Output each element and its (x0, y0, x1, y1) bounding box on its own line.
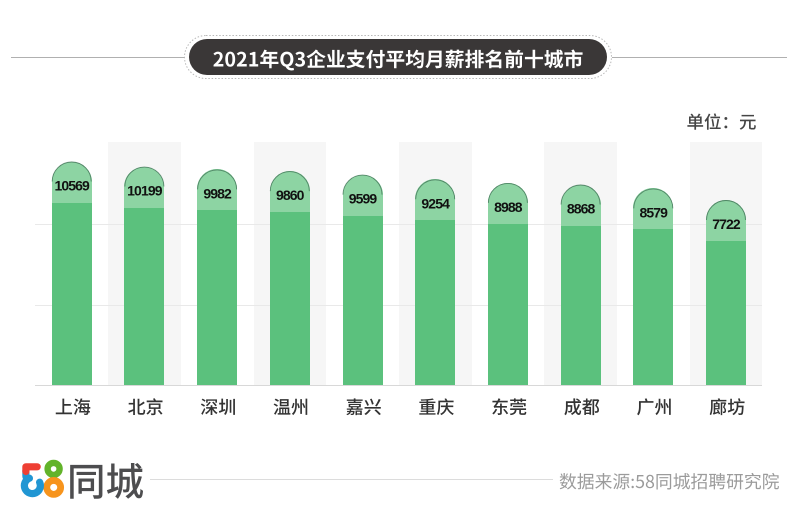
svg-text:8868: 8868 (567, 201, 596, 217)
svg-text:9254: 9254 (421, 195, 450, 211)
svg-text:9599: 9599 (349, 191, 378, 207)
svg-text:7722: 7722 (712, 216, 741, 232)
svg-text:8988: 8988 (494, 199, 523, 215)
svg-text:10199: 10199 (127, 183, 163, 199)
svg-text:8579: 8579 (640, 204, 669, 220)
svg-text:10569: 10569 (54, 178, 90, 194)
svg-text:9860: 9860 (276, 187, 305, 203)
svg-text:9982: 9982 (203, 185, 232, 201)
